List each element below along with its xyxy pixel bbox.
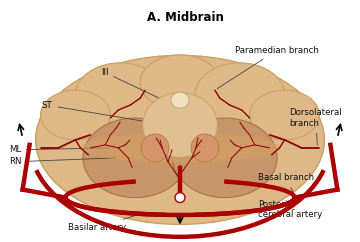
Text: RN: RN bbox=[9, 157, 116, 166]
Text: Paramedian branch: Paramedian branch bbox=[217, 46, 319, 89]
Text: Dorsolateral
branch: Dorsolateral branch bbox=[289, 108, 342, 145]
Text: Posterior
cerebral artery: Posterior cerebral artery bbox=[258, 200, 322, 219]
Ellipse shape bbox=[195, 63, 285, 128]
Ellipse shape bbox=[80, 133, 280, 163]
Ellipse shape bbox=[250, 90, 319, 140]
Text: Basal branch: Basal branch bbox=[258, 173, 314, 192]
Ellipse shape bbox=[171, 92, 189, 108]
Ellipse shape bbox=[141, 134, 169, 162]
Ellipse shape bbox=[36, 55, 324, 224]
Ellipse shape bbox=[41, 90, 110, 140]
Text: Basilar artery: Basilar artery bbox=[68, 212, 145, 232]
Ellipse shape bbox=[140, 55, 220, 110]
Ellipse shape bbox=[175, 193, 185, 203]
Ellipse shape bbox=[75, 63, 165, 128]
Ellipse shape bbox=[83, 118, 188, 197]
Text: A. Midbrain: A. Midbrain bbox=[147, 11, 224, 24]
Text: ML: ML bbox=[9, 145, 109, 154]
Text: ST: ST bbox=[42, 101, 145, 121]
Ellipse shape bbox=[191, 134, 219, 162]
Ellipse shape bbox=[143, 93, 217, 157]
Text: III: III bbox=[101, 68, 175, 106]
Ellipse shape bbox=[172, 118, 277, 197]
